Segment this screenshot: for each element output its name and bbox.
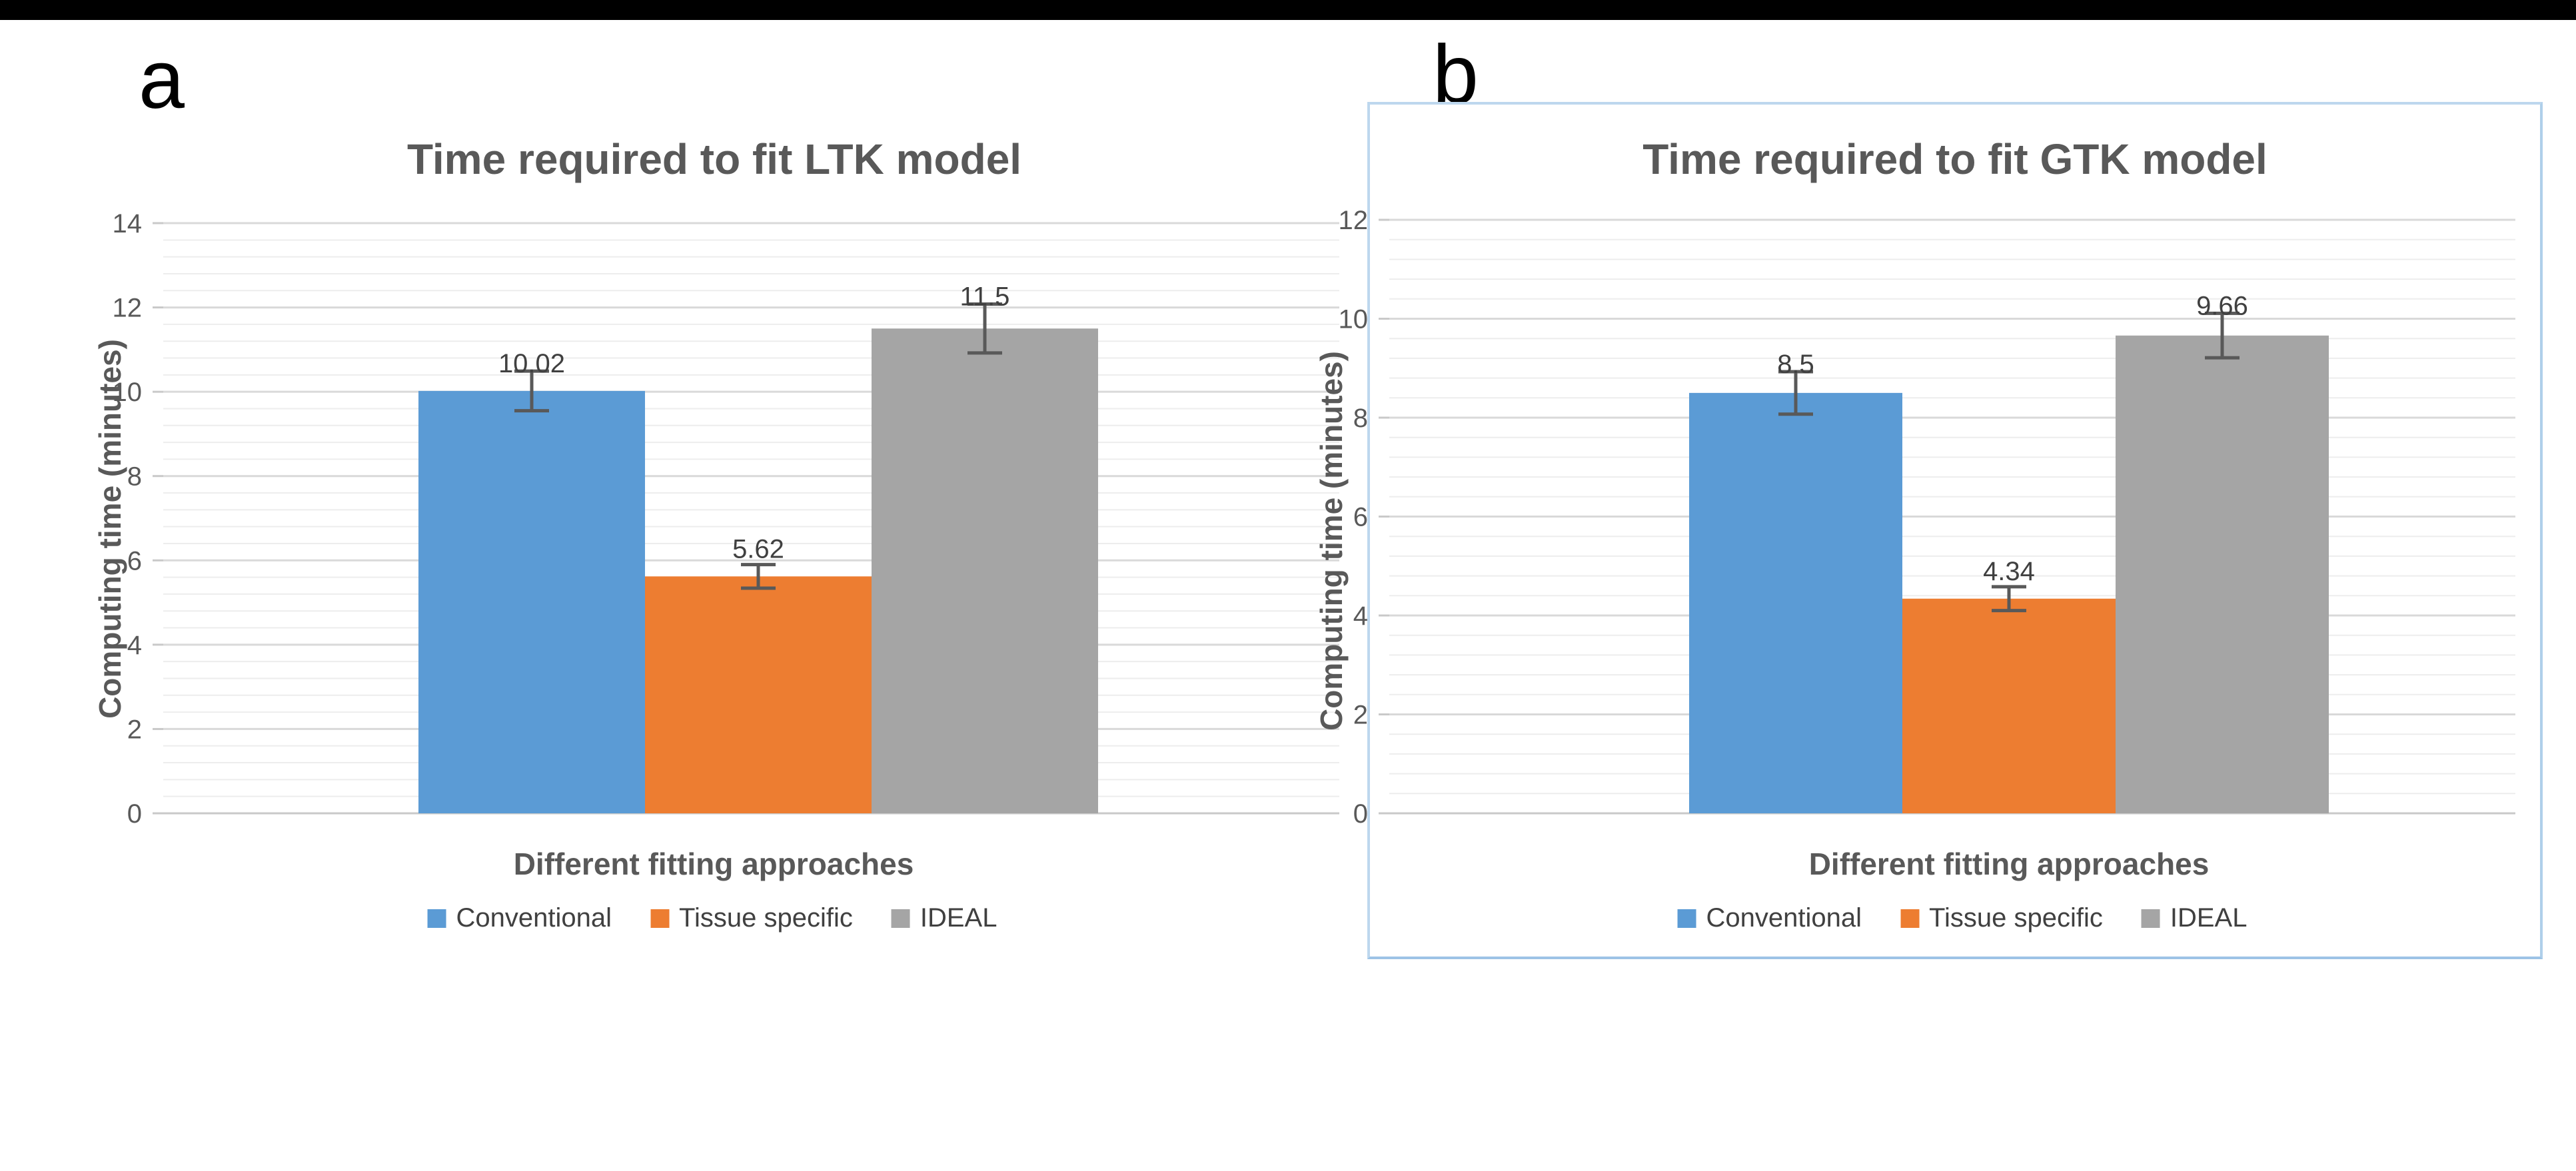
y-tick-label: 2 (1353, 701, 1368, 730)
panel-label-a: a (139, 34, 185, 126)
legend-label: IDEAL (2170, 903, 2248, 933)
y-tick-label: 4 (127, 631, 142, 660)
y-tick-label: 14 (113, 209, 143, 238)
chart-title-ltk: Time required to fit LTK model (406, 135, 1022, 183)
y-tick-label: 0 (1353, 799, 1368, 829)
legend-label: Conventional (456, 903, 612, 933)
value-label-tissue-specific-ltk: 5.62 (732, 534, 784, 564)
legend-swatch-conventional (1677, 909, 1696, 928)
value-label-tissue-specific-gtk: 4.34 (1983, 557, 2035, 586)
error-bar-tissue-specific-ltk (741, 563, 776, 590)
y-tick-label: 6 (1353, 503, 1368, 532)
error-bar-conventional-gtk (1778, 370, 1813, 416)
legend-label: IDEAL (920, 903, 997, 933)
y-tick-label: 0 (127, 799, 142, 829)
value-label-conventional-ltk: 10.02 (498, 349, 565, 378)
y-axis-title-gtk: Computing time (minutes) (1314, 351, 1349, 731)
value-label-ideal-gtk: 9.66 (2196, 291, 2248, 320)
error-bar-tissue-specific-gtk (1992, 585, 2026, 613)
y-tick-label: 8 (127, 462, 142, 492)
bar-conventional-gtk (1689, 392, 1902, 813)
legend-ltk: Conventional Tissue specific IDEAL (427, 903, 997, 933)
y-tick-label: 6 (127, 546, 142, 576)
legend-swatch-conventional (427, 909, 446, 928)
legend-label: Conventional (1706, 903, 1862, 933)
x-axis-title-ltk: Different fitting approaches (513, 847, 914, 881)
legend-swatch-ideal (891, 909, 910, 928)
x-axis-title-gtk: Different fitting approaches (1808, 847, 2210, 881)
chart-gtk-panel-border (1367, 102, 2543, 959)
error-bar-conventional-ltk (514, 369, 549, 413)
y-tick-label: 10 (1339, 305, 1369, 334)
y-tick-label: 2 (127, 715, 142, 744)
legend-item-conventional: Conventional (1677, 903, 1862, 933)
y-tick-label: 8 (1353, 404, 1368, 433)
legend-swatch-tissue-specific (650, 909, 670, 928)
legend-item-tissue-specific: Tissue specific (1900, 903, 2103, 933)
chart-gtk: 0 2 4 6 8 10 12 8.5 4.34 9.66 (1339, 206, 2515, 829)
value-label-conventional-gtk: 8.5 (1777, 350, 1814, 379)
legend-item-tissue-specific: Tissue specific (650, 903, 853, 933)
value-label-ideal-ltk: 11.5 (960, 282, 1010, 312)
bar-ideal-ltk (872, 328, 1098, 813)
legend-swatch-tissue-specific (1900, 909, 1920, 928)
error-bar-ideal-gtk (2205, 311, 2240, 360)
legend-label: Tissue specific (1929, 903, 2103, 933)
y-tick-label: 4 (1353, 601, 1368, 631)
chart-ltk: 0 2 4 6 8 10 12 14 10.02 5.62 11.5 (113, 209, 1339, 829)
bar-tissue-specific-gtk (1902, 598, 2116, 813)
y-tick-label: 12 (113, 294, 143, 323)
y-axis-title-ltk: Computing time (minutes) (93, 339, 127, 719)
legend-gtk: Conventional Tissue specific IDEAL (1677, 903, 2248, 933)
legend-item-ideal: IDEAL (891, 903, 997, 933)
bar-ideal-gtk (2116, 335, 2329, 813)
chart-title-gtk: Time required to fit GTK model (1642, 135, 2267, 183)
legend-swatch-ideal (2141, 909, 2160, 928)
top-black-bar (0, 0, 2576, 20)
bar-tissue-specific-ltk (645, 576, 872, 813)
legend-label: Tissue specific (679, 903, 853, 933)
legend-item-conventional: Conventional (427, 903, 612, 933)
bar-conventional-ltk (418, 390, 645, 813)
legend-item-ideal: IDEAL (2141, 903, 2248, 933)
y-tick-label: 10 (113, 378, 143, 407)
error-bar-ideal-ltk (967, 302, 1002, 355)
y-tick-label: 12 (1339, 206, 1369, 235)
